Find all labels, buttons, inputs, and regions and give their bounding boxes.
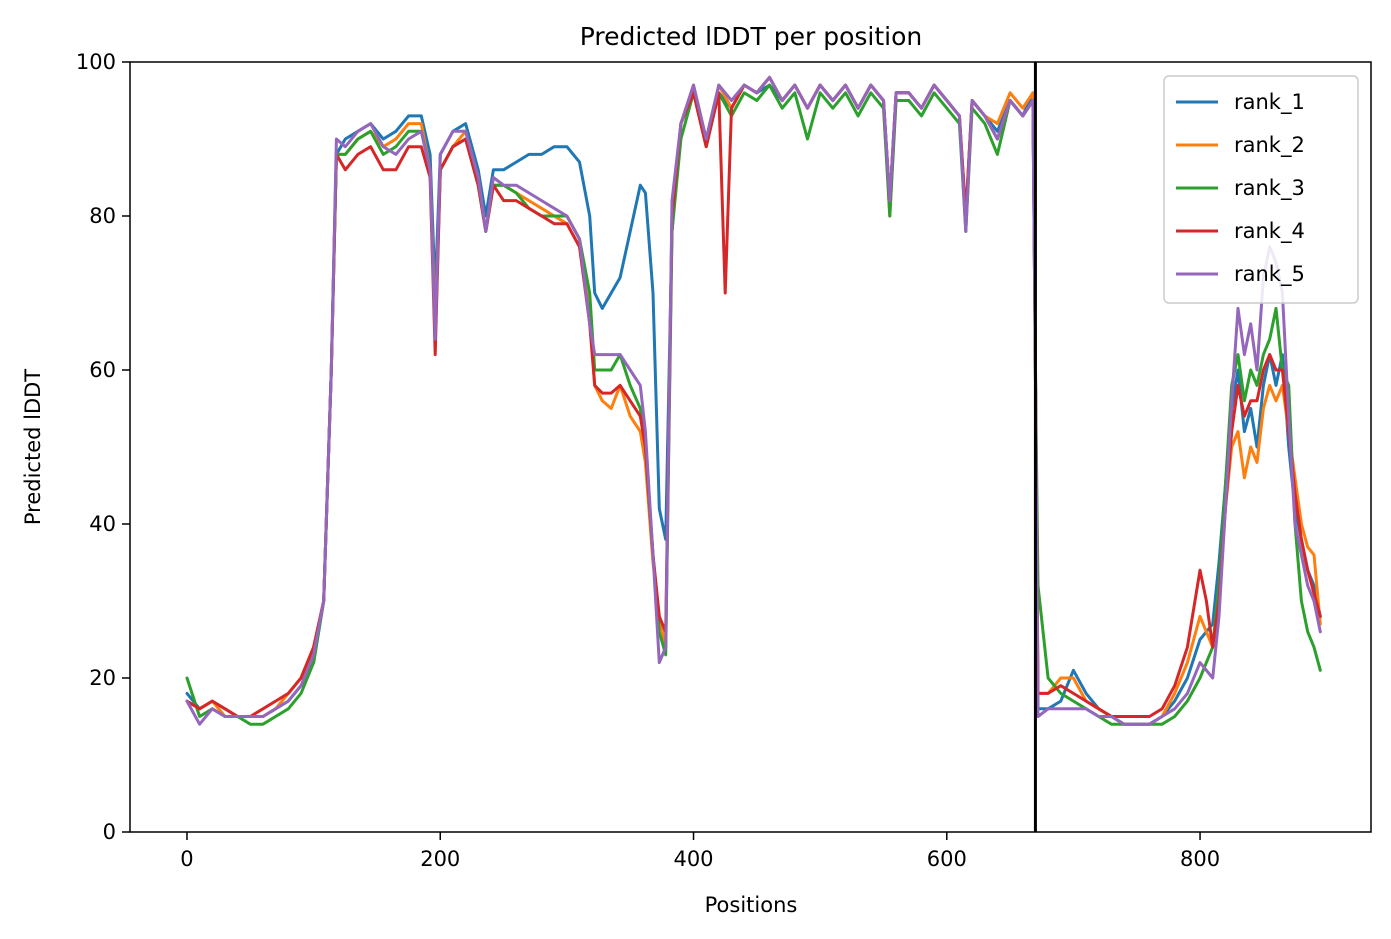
x-axis: 0 200 400 600 800 xyxy=(180,832,1220,871)
legend: rank_1 rank_2 rank_3 rank_4 rank_5 xyxy=(1163,75,1359,304)
legend-box xyxy=(1163,75,1359,304)
y-axis: 0 20 40 60 80 100 xyxy=(76,50,130,844)
legend-label-rank-3: rank_3 xyxy=(1234,176,1305,201)
series-line-rank-1 xyxy=(185,83,1322,726)
x-tick-label: 400 xyxy=(673,847,713,871)
y-tick-label: 60 xyxy=(89,358,116,382)
x-tick-label: 600 xyxy=(927,847,967,871)
legend-label-rank-1: rank_1 xyxy=(1234,90,1305,115)
x-axis-title: Positions xyxy=(705,893,798,917)
y-tick-label: 100 xyxy=(76,50,116,74)
series-layer xyxy=(185,75,1322,726)
chart-title: Predicted lDDT per position xyxy=(580,22,922,51)
y-tick-label: 40 xyxy=(89,512,116,536)
legend-label-rank-5: rank_5 xyxy=(1234,262,1305,287)
x-tick-label: 800 xyxy=(1180,847,1220,871)
legend-label-rank-2: rank_2 xyxy=(1234,133,1305,158)
series-line-rank-5 xyxy=(185,75,1322,726)
x-tick-label: 0 xyxy=(180,847,193,871)
plot-frame xyxy=(129,61,1372,833)
legend-label-rank-4: rank_4 xyxy=(1234,219,1305,244)
y-axis-title: Predicted lDDT xyxy=(21,369,45,525)
series-line-rank-3 xyxy=(185,83,1322,726)
y-tick-label: 20 xyxy=(89,666,116,690)
x-tick-label: 200 xyxy=(420,847,460,871)
y-tick-label: 80 xyxy=(89,204,116,228)
y-tick-label: 0 xyxy=(103,820,116,844)
